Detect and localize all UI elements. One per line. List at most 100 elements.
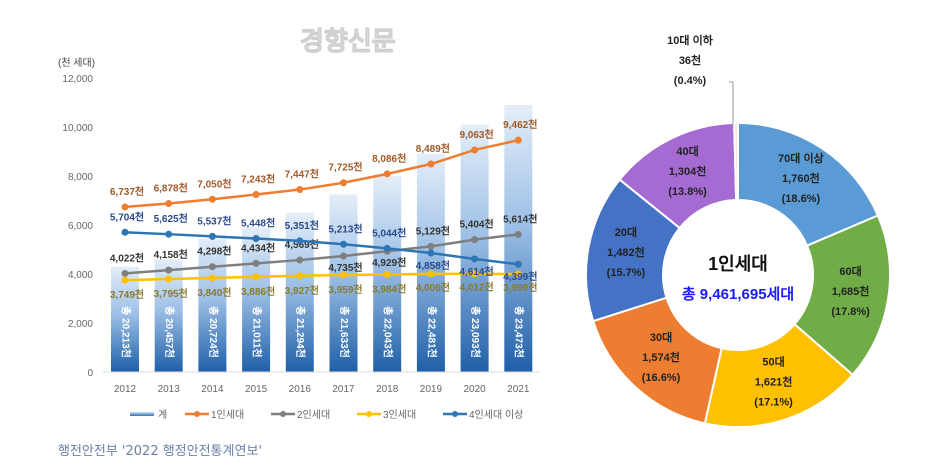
data-label: 6,878천: [154, 181, 188, 194]
data-point: [252, 259, 260, 267]
legend-marker: [194, 411, 200, 417]
donut-slice: [733, 121, 739, 202]
bar-total: [111, 266, 139, 372]
legend-label: 4인세대 이상: [469, 409, 523, 421]
data-point: [121, 276, 129, 284]
watermark: 경향신문: [300, 26, 396, 56]
slice-label: 30대: [650, 330, 672, 344]
data-point: [514, 230, 522, 238]
data-point: [165, 199, 173, 207]
y-axis-unit-label: (천 세대): [58, 57, 95, 69]
data-label: 3,999천: [503, 281, 537, 294]
slice-value: 1,482천: [607, 245, 645, 259]
data-point: [471, 146, 479, 154]
bar-total-label: 총 21,011천: [250, 306, 263, 357]
slice-percent: (17.1%): [754, 396, 793, 408]
source-caption: 행전안전부 '2022 행정안전통계연보': [58, 444, 262, 459]
donut-chart: 70대 이상 1,760천 (18.6%) 60대 1,685천 (17.8%) 50대 1,…: [585, 33, 891, 428]
x-tick-label: 2012: [114, 384, 137, 395]
legend-label: 3인세대: [383, 409, 416, 421]
data-point: [340, 271, 347, 279]
data-label: 5,704천: [110, 210, 144, 223]
data-label: 3,749천: [110, 288, 144, 301]
slice-label: 50대: [762, 354, 784, 368]
data-point: [208, 263, 216, 271]
y-tick-label: 12,000: [62, 74, 93, 85]
x-tick-label: 2017: [332, 384, 355, 395]
data-point: [165, 275, 173, 283]
data-point: [252, 235, 260, 243]
data-label: 4,929천: [372, 256, 406, 269]
data-point: [471, 236, 479, 244]
x-tick-label: 2018: [376, 384, 399, 395]
data-label: 4,399천: [503, 270, 537, 283]
line-3인세대: [124, 272, 519, 282]
slice-label: 70대 이상: [778, 151, 824, 165]
data-point: [427, 249, 435, 257]
data-label: 9,462천: [503, 118, 537, 131]
bar-series-total: 총 20,213천 총 20,457천 총 20,724천 총 21,011천 총 21…: [111, 104, 533, 372]
slice-percent: (17.8%): [831, 306, 870, 318]
bar-total-label: 총 21,633천: [338, 306, 351, 358]
legend-marker: [452, 411, 458, 417]
legend-marker: [366, 411, 372, 417]
bar-total: [329, 194, 358, 372]
data-label: 6,737천: [110, 185, 144, 198]
data-point: [427, 242, 435, 250]
legend-marker: [280, 411, 286, 417]
y-tick-label: 8,000: [68, 172, 93, 183]
y-tick-label: 2,000: [68, 319, 93, 330]
data-label: 5,351천: [285, 219, 319, 232]
x-tick-label: 2015: [245, 384, 268, 395]
data-label: 5,129천: [416, 224, 450, 237]
data-point: [514, 136, 522, 144]
data-point: [296, 256, 304, 264]
data-point: [383, 170, 391, 178]
data-point: [340, 179, 347, 187]
bar-total-label: 총 22,481천: [425, 306, 438, 358]
slice-label: 60대: [839, 264, 861, 278]
data-label: 5,448천: [241, 217, 275, 230]
bar-total: [242, 227, 271, 372]
data-label: 4,858천: [416, 259, 450, 272]
y-tick-label: 4,000: [68, 270, 93, 281]
slice-percent: (18.6%): [782, 193, 821, 205]
data-label: 4,022천: [110, 251, 144, 264]
data-point: [296, 186, 304, 194]
data-label: 5,614천: [503, 212, 537, 225]
data-point: [208, 195, 216, 203]
slice-percent: (0.4%): [674, 75, 707, 87]
slice-label: 20대: [615, 225, 637, 239]
data-point: [165, 230, 173, 238]
slice-percent: (16.6%): [642, 372, 681, 384]
x-tick-label: 2020: [463, 384, 486, 395]
data-point: [514, 260, 522, 268]
data-label: 4,298천: [197, 245, 231, 258]
x-tick-label: 2019: [420, 384, 443, 395]
data-point: [121, 269, 129, 277]
donut-center-subtitle: 총 9,461,695세대: [682, 286, 794, 303]
data-label: 4,012천: [459, 281, 493, 294]
data-label: 7,725천: [328, 161, 362, 174]
y-tick-label: 6,000: [68, 221, 93, 232]
data-label: 4,158천: [154, 248, 188, 261]
data-point: [471, 255, 479, 263]
data-label: 4,006천: [416, 281, 450, 294]
data-label: 5,404천: [459, 218, 493, 231]
bar-total: [460, 124, 489, 372]
donut-slice: [591, 296, 723, 425]
legend-swatch-total: [130, 412, 154, 416]
data-label: 4,614천: [459, 265, 493, 278]
line-1인세대: [124, 138, 519, 209]
data-label: 3,886천: [241, 285, 275, 298]
bar-total-label: 총 23,093천: [469, 306, 482, 358]
donut-slice: [737, 121, 880, 247]
slice-value: 1,760천: [782, 171, 820, 185]
bar-total: [198, 238, 227, 372]
donut-slice: [793, 214, 891, 377]
data-label: 3,795천: [154, 287, 188, 300]
data-label: 3,840천: [197, 286, 231, 299]
slice-value: 1,685천: [832, 284, 870, 298]
data-point: [383, 270, 391, 278]
